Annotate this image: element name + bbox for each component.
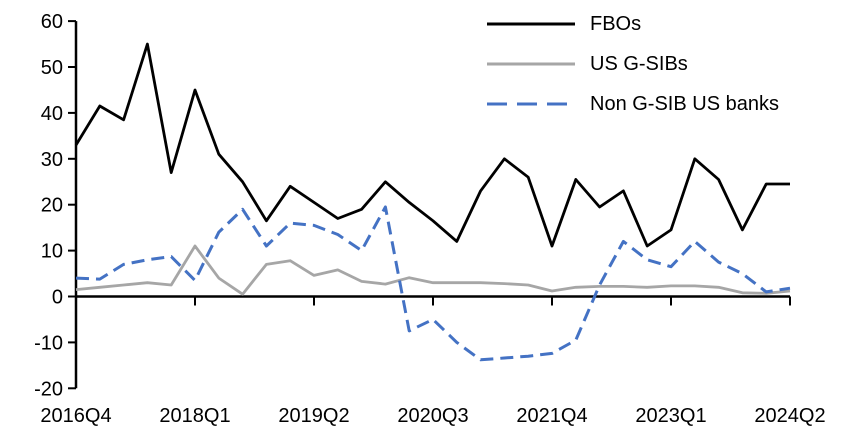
x-axis-label: 2016Q4 xyxy=(40,405,111,427)
us-gsibs-line xyxy=(75,244,791,296)
legend-label-us-gsibs: US G-SIBs xyxy=(590,52,688,75)
y-axis-label: 40 xyxy=(41,103,63,125)
us-gsibs-legend-line-icon xyxy=(487,62,575,66)
legend-item-fbos: FBOs xyxy=(487,4,779,44)
y-axis-label: -20 xyxy=(34,378,63,400)
y-axis-label: -10 xyxy=(34,332,63,354)
non-gsib-us-banks-line xyxy=(75,205,791,362)
y-axis-label: 0 xyxy=(52,287,63,309)
x-axis-label: 2020Q3 xyxy=(397,405,468,427)
y-axis-label: 60 xyxy=(41,11,63,33)
fbos-legend-line-icon xyxy=(487,22,575,26)
y-axis-label: 50 xyxy=(41,57,63,79)
x-axis-label: 2018Q1 xyxy=(159,405,230,427)
legend-label-non-gsib-us-banks: Non G-SIB US banks xyxy=(590,92,779,115)
y-axis-label: 10 xyxy=(41,241,63,263)
non-gsib-legend-line-icon xyxy=(487,102,575,106)
x-axis-label: 2019Q2 xyxy=(278,405,349,427)
x-axis-label: 2023Q1 xyxy=(635,405,706,427)
legend-item-us-gsibs: US G-SIBs xyxy=(487,44,779,84)
fbos-line xyxy=(74,42,790,248)
y-axis-label: 30 xyxy=(41,149,63,171)
legend-label-fbos: FBOs xyxy=(590,12,642,35)
x-axis-label: 2024Q2 xyxy=(754,405,825,427)
y-axis-label: 20 xyxy=(41,195,63,217)
x-axis-label: 2021Q4 xyxy=(516,405,587,427)
legend-item-non-gsib-us-banks: Non G-SIB US banks xyxy=(487,84,779,124)
legend: FBOs US G-SIBs Non G-SIB US banks xyxy=(487,4,779,124)
